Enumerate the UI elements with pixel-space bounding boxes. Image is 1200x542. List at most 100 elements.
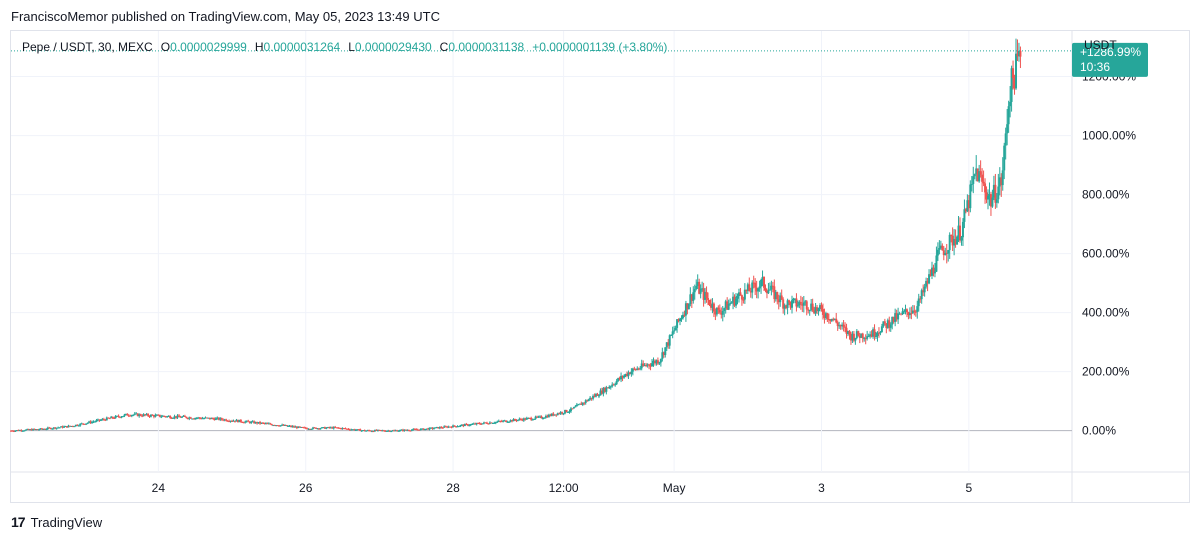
candle-body xyxy=(142,414,145,417)
candle-body xyxy=(559,412,562,414)
candle-body xyxy=(584,400,587,403)
candle-body xyxy=(245,420,248,422)
candle-body xyxy=(509,420,512,422)
candle-body xyxy=(832,318,835,320)
last-price-tag[interactable] xyxy=(1072,42,1148,77)
candle-body xyxy=(726,301,729,310)
candle-body xyxy=(379,429,382,431)
candle-body xyxy=(24,429,27,431)
candle-body xyxy=(562,413,565,415)
candle-body xyxy=(960,237,963,241)
x-tick-label: 26 xyxy=(299,481,313,495)
candle-body xyxy=(427,428,430,430)
candle-body xyxy=(48,427,51,429)
candle-body xyxy=(1009,101,1012,107)
candle-body xyxy=(673,330,676,332)
candle-body xyxy=(437,427,440,429)
candle-body xyxy=(307,428,310,430)
low-key: L xyxy=(348,40,355,54)
candle-body xyxy=(216,417,219,419)
candle-body xyxy=(707,298,710,300)
candle-body xyxy=(556,413,559,416)
candle-body xyxy=(144,414,147,416)
candle-body xyxy=(982,181,985,184)
candle-body xyxy=(558,413,561,415)
candle-body xyxy=(472,423,475,425)
candle-body xyxy=(777,299,780,303)
candle-body xyxy=(776,292,779,300)
candle-body xyxy=(33,428,36,430)
candle-body xyxy=(724,301,727,309)
candle-body xyxy=(432,428,435,430)
candle-body xyxy=(385,430,388,432)
candle-body xyxy=(459,425,462,427)
candle-body xyxy=(942,250,945,256)
candle-body xyxy=(1012,68,1015,79)
candle-body xyxy=(683,314,686,316)
candle-body xyxy=(791,300,794,308)
candle-body xyxy=(155,414,158,416)
candle-body xyxy=(1015,53,1018,89)
candle-body xyxy=(516,419,519,421)
candle-body xyxy=(456,426,459,428)
candle-body xyxy=(316,428,319,430)
candle-body xyxy=(35,429,38,431)
candle-body xyxy=(54,427,57,429)
candle-body xyxy=(923,286,926,293)
candle-body xyxy=(378,429,381,431)
candle-body xyxy=(561,412,564,414)
candle-body xyxy=(611,384,614,387)
candle-body xyxy=(376,429,379,431)
candle-body xyxy=(126,413,129,416)
candle-body xyxy=(351,429,354,431)
candle-body xyxy=(443,426,446,428)
chart-frame[interactable] xyxy=(10,30,1190,503)
candle-body xyxy=(154,415,157,417)
x-tick-label: 12:00 xyxy=(549,481,579,495)
candle-body xyxy=(758,286,761,289)
candle-body xyxy=(830,318,833,321)
candle-body xyxy=(317,428,320,430)
candle-body xyxy=(827,319,830,321)
candle-body xyxy=(340,428,343,430)
high-value: 0.0000031264 xyxy=(263,40,341,54)
candle-body xyxy=(774,292,777,300)
candle-body xyxy=(147,413,150,416)
candle-body xyxy=(624,374,627,376)
currency-label[interactable]: USDT xyxy=(1084,38,1117,52)
candle-body xyxy=(662,352,665,355)
candle-body xyxy=(628,372,631,375)
candle-body xyxy=(491,423,494,425)
candle-body xyxy=(847,330,850,334)
candle-body xyxy=(382,430,385,432)
candle-body xyxy=(904,309,907,312)
candle-body xyxy=(870,334,873,337)
candle-body xyxy=(631,368,634,372)
candle-body xyxy=(989,194,992,207)
symbol-label[interactable]: Pepe / USDT, 30, MEXC xyxy=(22,40,153,54)
candle-body xyxy=(522,418,525,421)
candle-body xyxy=(720,312,723,315)
candle-body xyxy=(356,429,359,431)
candle-body xyxy=(789,301,792,308)
candle-body xyxy=(309,428,312,430)
candle-body xyxy=(583,402,586,404)
candle-body xyxy=(860,333,863,338)
candle-body xyxy=(223,419,226,421)
candle-body xyxy=(27,429,30,431)
candle-body xyxy=(625,374,628,376)
candle-body xyxy=(944,252,947,256)
candle-body xyxy=(279,425,282,427)
candle-body xyxy=(811,303,814,311)
candle-body xyxy=(804,301,807,303)
candle-body xyxy=(786,300,789,308)
candle-body xyxy=(338,427,341,429)
candle-body xyxy=(987,195,990,200)
candle-body xyxy=(259,421,262,424)
candle-body xyxy=(394,430,397,432)
candle-body xyxy=(292,426,295,428)
candle-body xyxy=(52,427,55,429)
candle-body xyxy=(603,388,606,392)
candle-body xyxy=(609,386,612,388)
